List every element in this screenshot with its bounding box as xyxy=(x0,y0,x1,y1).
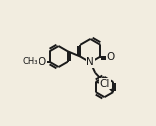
Text: N: N xyxy=(86,57,94,67)
Text: CH₃: CH₃ xyxy=(23,57,39,66)
Text: Cl: Cl xyxy=(100,79,110,89)
Text: O: O xyxy=(107,52,115,61)
Text: O: O xyxy=(38,57,46,67)
